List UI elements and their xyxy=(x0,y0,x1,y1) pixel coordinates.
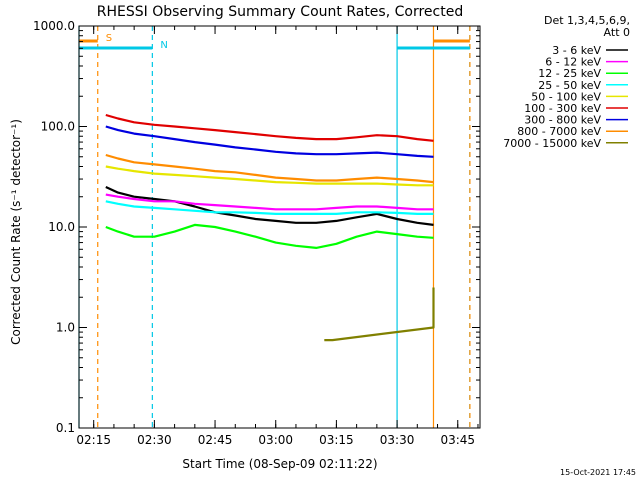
series-line-25-50-kev xyxy=(105,200,434,215)
y-tick-label: 10.0 xyxy=(48,220,75,234)
legend-header-attenuator: Att 0 xyxy=(604,26,630,39)
x-tick-label: 02:45 xyxy=(198,433,233,447)
series-layer xyxy=(105,113,435,342)
series-line-12-25-kev xyxy=(105,223,434,249)
y-tick-label: 1000.0 xyxy=(33,19,75,33)
y-tick-label: 0.1 xyxy=(56,421,75,435)
x-tick-label: 03:45 xyxy=(440,433,475,447)
y-tick-label: 100.0 xyxy=(41,120,75,134)
x-tick-label: 03:00 xyxy=(258,433,293,447)
axes-layer: 0.1 1.0 10.0 100.0 1000.0 02:15 02:30 02:45 03:0… xyxy=(33,19,481,447)
legend-entry-label: 50 - 100 keV xyxy=(531,90,601,103)
series-line-6-12-kev xyxy=(105,193,434,211)
x-tick-label: 03:15 xyxy=(319,433,354,447)
legend-entry-label: 6 - 12 keV xyxy=(545,56,601,69)
legend-entry-label: 7000 - 15000 keV xyxy=(503,137,601,150)
y-tick-label: 1.0 xyxy=(56,321,75,335)
legend-entry-label: 25 - 50 keV xyxy=(538,79,601,92)
footer-date: 15-Oct-2021 17:45 xyxy=(560,468,636,477)
y-axis-label: Corrected Count Rate (s⁻¹ detector⁻¹) xyxy=(9,119,23,345)
x-tick-label: 03:30 xyxy=(380,433,415,447)
legend-entry-label: 100 - 300 keV xyxy=(524,102,601,115)
marker-layer: SN xyxy=(78,26,471,428)
chart-title: RHESSI Observing Summary Count Rates, Co… xyxy=(97,4,463,20)
series-line-800-7000-kev xyxy=(105,153,434,184)
legend-header-detectors: Det 1,3,4,5,6,9, xyxy=(544,14,630,27)
legend-entry-label: 3 - 6 keV xyxy=(552,44,601,57)
x-tick-label: 02:30 xyxy=(137,433,172,447)
series-line-100-300-kev xyxy=(105,113,434,142)
legend-entry-label: 300 - 800 keV xyxy=(524,114,601,127)
x-tick-label: 02:15 xyxy=(76,433,111,447)
series-line-50-100-kev xyxy=(105,165,434,187)
marker-label-n: N xyxy=(160,40,167,51)
plot-frame xyxy=(78,25,481,429)
series-line-3-6-kev xyxy=(105,186,434,226)
series-line-300-800-kev xyxy=(105,125,434,158)
legend-entry-label: 800 - 7000 keV xyxy=(517,125,601,138)
marker-label-s: S xyxy=(106,33,112,44)
legend-entry-label: 12 - 25 keV xyxy=(538,67,601,80)
series-line-7000-15000-kev xyxy=(324,287,435,342)
x-axis-label: Start Time (08-Sep-09 02:11:22) xyxy=(182,457,377,471)
